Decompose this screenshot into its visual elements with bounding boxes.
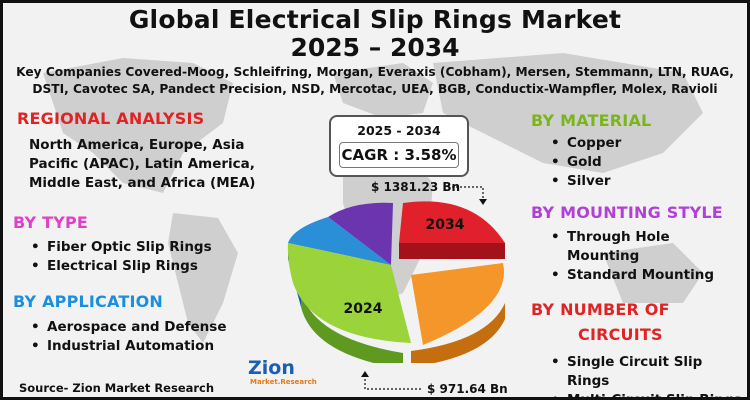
logo-main-text: Zion: [248, 357, 295, 379]
pie-slice-red: [399, 201, 505, 243]
by-circuits-title-line1: BY NUMBER OF: [531, 300, 670, 319]
by-circuits-list: Single Circuit Slip Rings Multi-Circuit …: [549, 353, 747, 397]
list-item: Fiber Optic Slip Rings: [29, 238, 212, 257]
pie-label-2034: 2034: [426, 217, 465, 233]
list-item: Electrical Slip Rings: [29, 257, 212, 276]
list-item: Standard Mounting: [549, 266, 729, 285]
pie-slice-green: [287, 243, 411, 343]
list-item: Aerospace and Defense: [29, 318, 226, 337]
by-type-title: BY TYPE: [13, 213, 89, 232]
pie-side-orange: [411, 303, 505, 363]
pie-chart: 2034 2024: [287, 201, 505, 363]
list-item: Silver: [549, 172, 621, 191]
pie-side-red: [399, 243, 505, 259]
value-2024: $ 971.64 Bn: [427, 382, 508, 396]
by-mounting-list: Through Hole Mounting Standard Mounting: [549, 228, 729, 285]
cagr-period: 2025 - 2034: [357, 123, 441, 138]
cagr-box: 2025 - 2034 CAGR : 3.58%: [329, 115, 469, 177]
by-material-list: Copper Gold Silver: [549, 134, 621, 191]
by-application-list: Aerospace and Defense Industrial Automat…: [29, 318, 226, 356]
list-item: Gold: [549, 153, 621, 172]
pie-side-green: [301, 291, 403, 363]
cagr-value: CAGR : 3.58%: [339, 142, 459, 168]
by-application-title: BY APPLICATION: [13, 292, 164, 311]
pie-slice-blue: [288, 217, 391, 265]
source-text: Source- Zion Market Research: [19, 381, 215, 395]
pie-slice-purple: [328, 202, 393, 265]
regional-analysis-title: REGIONAL ANALYSIS: [17, 109, 205, 128]
list-item: Copper: [549, 134, 621, 153]
page-subtitle-years: 2025 – 2034: [290, 33, 460, 62]
by-mounting-title: BY MOUNTING STYLE: [531, 203, 723, 222]
logo-sub-text: Market.Research: [250, 378, 317, 386]
pie-slice-orange: [411, 263, 504, 345]
key-companies: Key Companies Covered-Moog, Schleifring,…: [16, 65, 734, 96]
value-2034: $ 1381.23 Bn: [371, 180, 461, 194]
pie-label-2024: 2024: [344, 301, 383, 317]
annotation-lines: [361, 186, 487, 390]
zion-logo: Zion Market.Research: [248, 357, 326, 393]
list-item: Multi-Circuit Slip Rings: [549, 391, 747, 397]
regional-analysis-text: North America, Europe, Asia Pacific (APA…: [29, 137, 256, 191]
list-item: Industrial Automation: [29, 337, 226, 356]
page-title: Global Electrical Slip Rings Market: [128, 5, 622, 34]
list-item: Single Circuit Slip Rings: [549, 353, 747, 391]
by-circuits-title-line2: CIRCUITS: [578, 325, 663, 344]
by-type-list: Fiber Optic Slip Rings Electrical Slip R…: [29, 238, 212, 276]
by-material-title: BY MATERIAL: [531, 111, 652, 130]
list-item: Through Hole Mounting: [549, 228, 697, 266]
